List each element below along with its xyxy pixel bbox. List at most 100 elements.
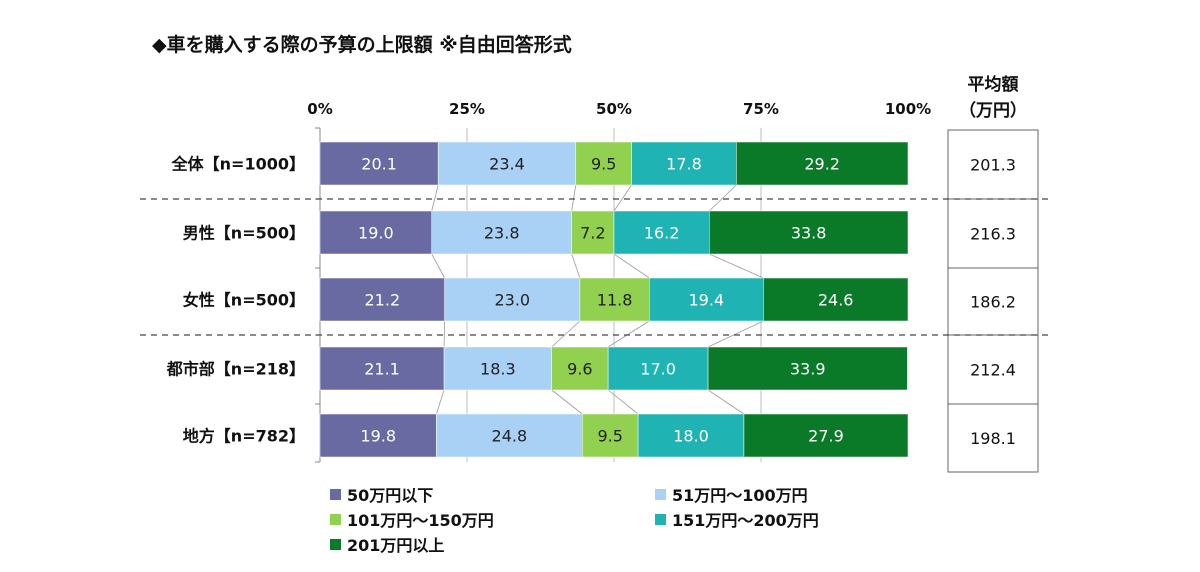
- x-tick-label: 50%: [596, 100, 632, 118]
- bar-segment: [319, 141, 439, 186]
- series-connector: [613, 184, 632, 212]
- bar-data-label: 27.9: [808, 427, 844, 446]
- average-cell: [947, 267, 1039, 336]
- bar-segment: [709, 210, 909, 255]
- category-label: 女性【n=500】: [183, 291, 305, 310]
- bar-data-label: 23.8: [484, 224, 520, 243]
- bar-data-label: 16.2: [644, 224, 680, 243]
- bar-data-label: 19.4: [689, 291, 725, 310]
- bar-data-label: 19.8: [360, 427, 396, 446]
- bar-segment: [437, 141, 577, 186]
- bar-segment: [736, 141, 909, 186]
- legend-item-5: 201万円以上: [330, 532, 444, 556]
- bar-data-label: 11.8: [597, 291, 633, 310]
- average-value: 201.3: [970, 156, 1016, 175]
- series-connector: [707, 389, 745, 415]
- bar-data-label: 17.0: [640, 360, 676, 379]
- bar-data-label: 18.0: [673, 427, 709, 446]
- bar-data-label: 9.5: [597, 427, 622, 446]
- bar-data-label: 33.9: [790, 360, 826, 379]
- legend-item-4: 151万円～200万円: [655, 507, 819, 531]
- bar-segment: [444, 277, 581, 322]
- bar-segment: [763, 277, 909, 322]
- category-label: 男性【n=500】: [183, 224, 305, 243]
- legend-swatch-1: [330, 488, 341, 500]
- bar-data-label: 17.8: [666, 155, 702, 174]
- series-connector: [607, 320, 650, 348]
- average-layer: 平均額 （万円） 201.3 216.3 186.2 212.4 198.1: [947, 74, 1039, 473]
- bar-segment: [436, 413, 583, 458]
- tick-layer: 0% 25% 50% 75% 100%: [307, 100, 931, 118]
- bar-data-label: 21.1: [364, 360, 400, 379]
- bar-segment: [443, 346, 552, 391]
- legend-label-2: 51万円～100万円: [672, 486, 808, 505]
- series-connector: [431, 253, 446, 279]
- legend-label-4: 151万円～200万円: [672, 511, 819, 530]
- series-connector: [431, 184, 439, 212]
- bar-data-label: 20.1: [361, 155, 397, 174]
- bar-data-label: 23.0: [494, 291, 530, 310]
- legend-item-3: 101万円～150万円: [330, 507, 494, 531]
- series-connector: [709, 253, 764, 279]
- average-header-line2: （万円）: [959, 100, 1027, 121]
- bar-segment: [431, 210, 572, 255]
- average-value: 216.3: [970, 225, 1016, 244]
- bar-segment: [575, 141, 632, 186]
- series-connector: [551, 389, 583, 415]
- average-value: 186.2: [970, 293, 1016, 312]
- bar-data-label: 19.0: [358, 224, 394, 243]
- chart-title: ◆車を購入する際の予算の上限額 ※自由回答形式: [152, 34, 572, 56]
- average-cell: [947, 129, 1039, 200]
- series-connector: [708, 184, 737, 212]
- legend-item-1: 50万円以下: [330, 482, 433, 506]
- series-connector: [607, 389, 639, 415]
- category-label: 地方【n=782】: [183, 427, 305, 446]
- average-value: 212.4: [970, 361, 1016, 380]
- legend-label-5: 201万円以上: [347, 536, 445, 555]
- bar-segment: [551, 346, 609, 391]
- average-header-line1: 平均額: [968, 74, 1019, 95]
- series-connector: [571, 253, 581, 279]
- bar-segment: [743, 413, 909, 458]
- category-label: 全体【n=1000】: [171, 155, 305, 174]
- connector-layer: [431, 184, 764, 415]
- category-label: 都市部【n=218】: [166, 360, 305, 379]
- legend-item-2: 51万円～100万円: [655, 482, 808, 506]
- x-tick-label: 0%: [307, 100, 332, 118]
- legend-swatch-3: [330, 513, 341, 525]
- series-connector: [443, 320, 446, 348]
- bar-layer: 20.1 23.4 9.5 17.8 29.2 19.0 23.8 7.2 16.2 33.8 21…: [319, 141, 909, 458]
- divider-layer: [140, 198, 1050, 336]
- bar-segment: [649, 277, 764, 322]
- bar-data-label: 9.6: [567, 360, 592, 379]
- legend-label-1: 50万円以下: [347, 486, 434, 505]
- legend-swatch-5: [330, 538, 341, 550]
- x-tick-label: 25%: [449, 100, 485, 118]
- x-tick-label: 75%: [743, 100, 779, 118]
- bar-data-label: 29.2: [804, 155, 840, 174]
- bar-segment: [607, 346, 709, 391]
- legend-swatch-4: [655, 513, 666, 525]
- bar-segment: [631, 141, 737, 186]
- bar-data-label: 9.5: [591, 155, 616, 174]
- bar-segment: [613, 210, 710, 255]
- bar-data-label: 24.6: [818, 291, 854, 310]
- bar-data-label: 24.8: [492, 427, 528, 446]
- series-connector: [436, 389, 445, 415]
- bar-data-label: 23.4: [489, 155, 525, 174]
- bar-segment: [707, 346, 908, 391]
- series-connector: [571, 184, 577, 212]
- series-connector: [707, 320, 764, 348]
- average-value: 198.1: [970, 429, 1016, 448]
- series-connector: [613, 253, 650, 279]
- bar-segment: [319, 277, 445, 322]
- bar-segment: [319, 413, 437, 458]
- series-connector: [551, 320, 581, 348]
- bar-data-label: 33.8: [791, 224, 827, 243]
- bar-data-label: 7.2: [580, 224, 605, 243]
- category-layer: 全体【n=1000】男性【n=500】女性【n=500】都市部【n=218】地方…: [166, 155, 305, 446]
- bar-data-label: 21.2: [365, 291, 401, 310]
- bar-segment: [571, 210, 615, 255]
- average-cell: [947, 334, 1039, 405]
